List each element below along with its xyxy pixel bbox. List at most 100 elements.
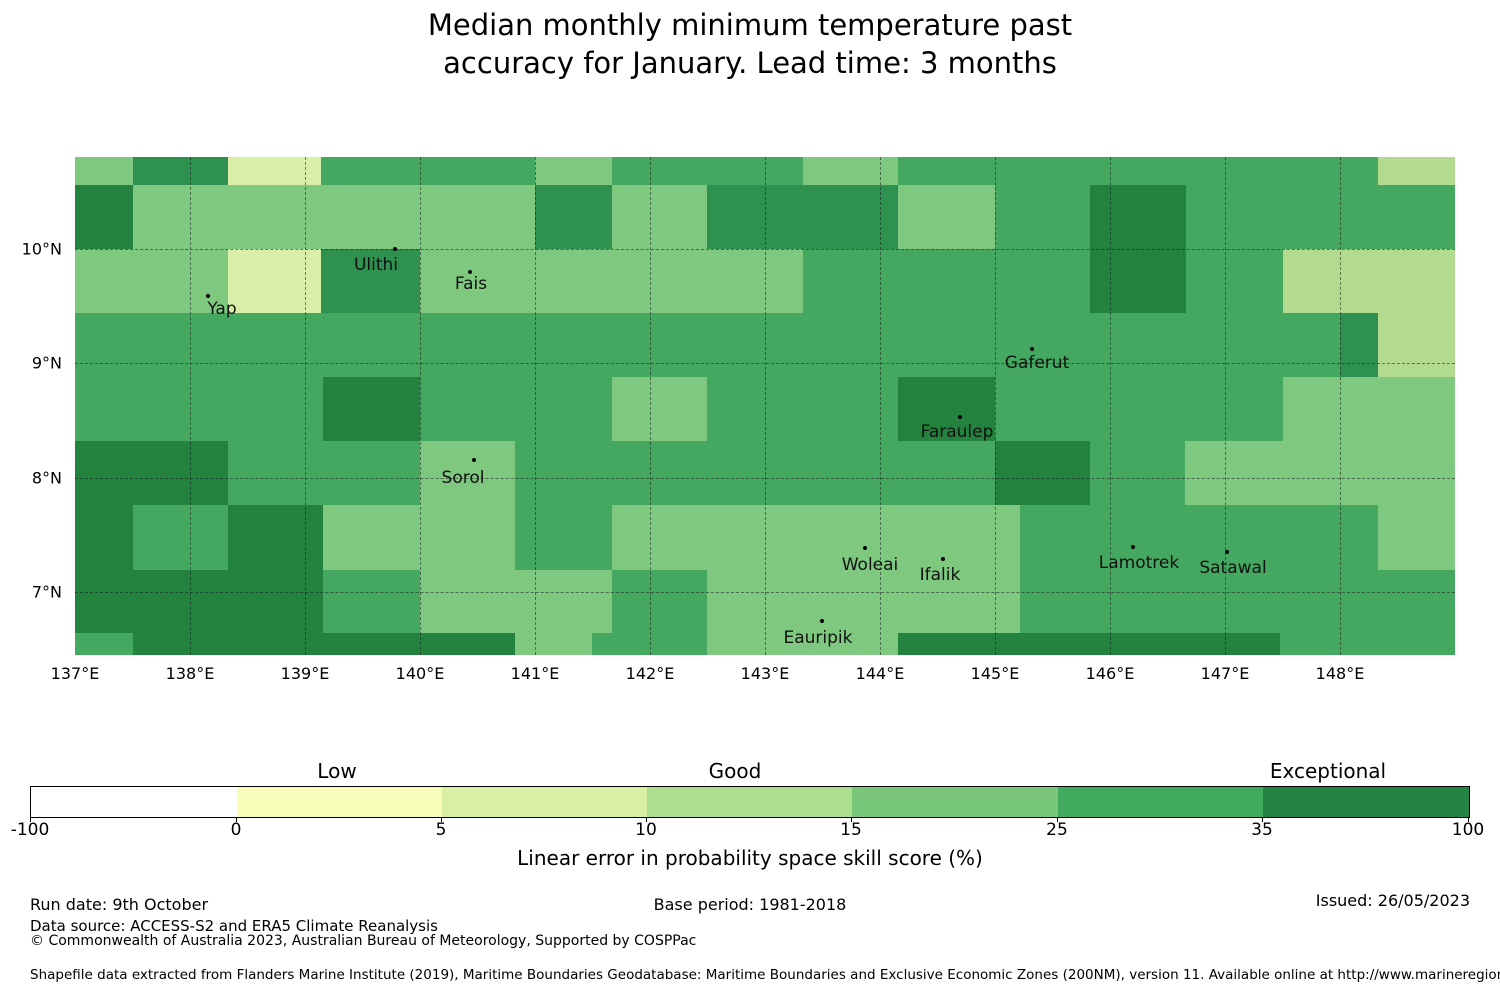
heatmap-cell — [535, 185, 612, 249]
heatmap-cell — [133, 505, 228, 570]
heatmap-cell — [323, 505, 515, 570]
longitude-tick-label: 148°E — [1315, 664, 1365, 683]
heatmap-cell — [420, 441, 515, 505]
longitude-tick-label: 146°E — [1085, 664, 1135, 683]
colorbar-tick — [646, 817, 647, 822]
island-label-woleai: Woleai — [841, 555, 899, 575]
latitude-tick-label: 8°N — [31, 468, 62, 488]
heatmap-cell — [420, 249, 803, 313]
longitude-tick-label: 143°E — [740, 664, 790, 683]
heatmap-cell — [1185, 441, 1455, 505]
island-marker-dot — [206, 294, 210, 298]
heatmap-cell — [75, 633, 133, 655]
heatmap-cell — [1283, 377, 1455, 441]
heatmap-cell — [612, 157, 803, 185]
longitude-tick-label: 137°E — [50, 664, 100, 683]
heatmap-cell — [1280, 633, 1455, 655]
longitude-gridline — [1110, 157, 1111, 655]
heatmap-cell — [1378, 157, 1455, 185]
colorbar-segment — [31, 787, 237, 817]
longitude-gridline — [880, 157, 881, 655]
colorbar-segment — [1058, 787, 1263, 817]
colorbar-segment — [647, 787, 852, 817]
island-marker-dot — [1030, 347, 1034, 351]
data-source-text: Data source: ACCESS-S2 and ERA5 Climate … — [30, 917, 438, 935]
heatmap-cell — [612, 185, 707, 249]
island-marker-dot — [472, 458, 476, 462]
heatmap-cell — [898, 157, 1378, 185]
heatmap-cell — [515, 633, 592, 655]
island-marker-dot — [1225, 550, 1229, 554]
heatmap-cell — [1186, 185, 1455, 249]
heatmap-cell — [898, 633, 1280, 655]
heatmap-cell — [133, 633, 515, 655]
heatmap-cell — [707, 185, 898, 249]
heatmap-cell — [1378, 313, 1455, 377]
heatmap-cell — [75, 313, 1340, 377]
colorbar-tick-label: -100 — [10, 820, 50, 840]
colorbar-segment — [442, 787, 647, 817]
heatmap-cell — [898, 377, 995, 441]
longitude-gridline — [305, 157, 306, 655]
heatmap-cell — [707, 633, 898, 655]
colorbar-category-label: Good — [708, 759, 762, 783]
shapefile-attribution-text: Shapefile data extracted from Flanders M… — [30, 967, 1500, 983]
heatmap-cell — [707, 570, 1020, 633]
island-marker-dot — [863, 546, 867, 550]
heatmap-cell — [420, 570, 612, 633]
colorbar-tick — [441, 817, 442, 822]
island-marker-dot — [820, 619, 824, 623]
colorbar-tick — [1262, 817, 1263, 822]
heatmap-cell — [75, 570, 323, 633]
colorbar-tick-label: 35 — [1251, 820, 1273, 840]
heatmap-cell — [707, 377, 898, 441]
heatmap-cell — [1283, 249, 1455, 313]
colorbar-axis-label: Linear error in probability space skill … — [517, 846, 983, 870]
heatmap-cell — [75, 377, 323, 441]
island-label-satawal: Satawal — [1199, 558, 1267, 578]
colorbar-tick-label: 10 — [635, 820, 657, 840]
island-label-gaferut: Gaferut — [1004, 353, 1070, 373]
heatmap-cell — [515, 441, 995, 505]
heatmap-cell — [535, 157, 612, 185]
heatmap-cell — [228, 441, 420, 505]
issued-text: Issued: 26/05/2023 — [1315, 891, 1470, 910]
longitude-tick-label: 141°E — [510, 664, 560, 683]
island-label-eauripik: Eauripik — [783, 628, 853, 648]
latitude-tick-label: 10°N — [21, 239, 62, 259]
colorbar-category-label: Low — [317, 759, 357, 783]
heatmap-cell — [133, 157, 228, 185]
heatmap-cell — [995, 377, 1283, 441]
heatmap-cell — [995, 185, 1090, 249]
island-marker-dot — [1131, 545, 1135, 549]
island-marker-dot — [468, 270, 472, 274]
heatmap-cell — [612, 377, 707, 441]
colorbar-tick — [236, 817, 237, 822]
heatmap-cell — [75, 505, 133, 570]
heatmap-cell — [995, 441, 1090, 505]
heatmap-cell — [1340, 313, 1378, 377]
heatmap-cell — [1378, 505, 1455, 570]
island-label-sorol: Sorol — [441, 468, 485, 488]
island-marker-dot — [941, 557, 945, 561]
island-label-ulithi: Ulithi — [353, 255, 399, 275]
heatmap-cell — [1020, 570, 1455, 633]
heatmap-cell — [228, 157, 321, 185]
heatmap-cell — [1020, 505, 1378, 570]
heatmap-cell — [75, 441, 228, 505]
longitude-gridline — [1225, 157, 1226, 655]
heatmap-cell — [228, 249, 321, 313]
heatmap-cell — [323, 570, 420, 633]
heatmap-cell — [898, 185, 995, 249]
colorbar-segment — [1263, 787, 1469, 817]
heatmap-cell — [321, 157, 535, 185]
heatmap-cell — [803, 249, 1090, 313]
copyright-text: © Commonwealth of Australia 2023, Austra… — [30, 933, 697, 949]
colorbar-tick — [1057, 817, 1058, 822]
longitude-gridline — [765, 157, 766, 655]
title-line2: accuracy for January. Lead time: 3 month… — [443, 46, 1057, 80]
heatmap-cell — [75, 157, 133, 185]
heatmap-cell — [515, 505, 612, 570]
heatmap-cell — [1090, 441, 1185, 505]
